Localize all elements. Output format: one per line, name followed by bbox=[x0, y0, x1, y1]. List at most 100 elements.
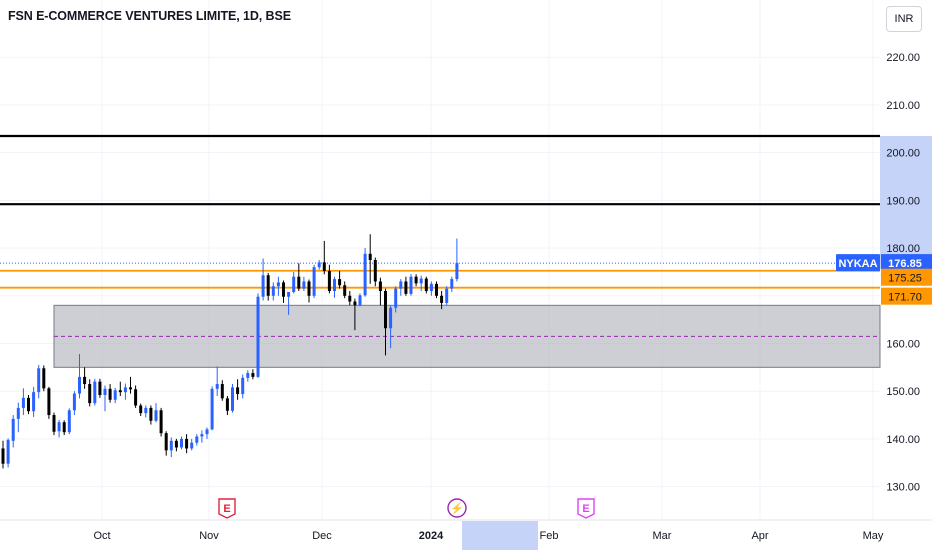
dividend-marker-icon[interactable]: ⚡ bbox=[447, 498, 467, 518]
time-axis-highlight bbox=[462, 521, 538, 550]
candle bbox=[11, 415, 15, 448]
candle bbox=[118, 381, 122, 396]
candle bbox=[220, 380, 224, 401]
candle bbox=[21, 388, 25, 416]
svg-text:175.25: 175.25 bbox=[888, 273, 922, 285]
candles bbox=[1, 234, 459, 469]
candle bbox=[1, 440, 5, 469]
x-tick-label: Apr bbox=[751, 530, 768, 542]
candle bbox=[57, 419, 61, 438]
candle bbox=[27, 395, 30, 415]
y-tick-label: 140.00 bbox=[886, 434, 920, 446]
symbol-title: FSN E-COMMERCE VENTURES LIMITE, 1D, BSE bbox=[8, 9, 291, 23]
x-tick-label: 2024 bbox=[419, 530, 444, 542]
consolidation-zone bbox=[53, 304, 881, 368]
candle bbox=[174, 438, 178, 452]
candle bbox=[404, 276, 408, 296]
candle bbox=[302, 276, 306, 292]
candle bbox=[292, 271, 296, 294]
time-axis: Oct Nov Dec 2024 Feb Mar Apr May bbox=[0, 519, 932, 550]
candle bbox=[312, 264, 316, 299]
candle bbox=[266, 272, 270, 301]
candle bbox=[241, 374, 245, 399]
candle bbox=[363, 248, 367, 297]
candle bbox=[440, 291, 444, 310]
earnings-future-marker-icon[interactable]: E bbox=[577, 498, 595, 519]
candle bbox=[103, 385, 107, 412]
earnings-marker-icon[interactable]: E bbox=[218, 498, 236, 519]
lower-level-badge: 171.70 bbox=[881, 287, 932, 305]
candle bbox=[333, 276, 336, 298]
candle bbox=[149, 405, 153, 425]
ticker-badge: NYKAA bbox=[836, 254, 880, 272]
candle bbox=[6, 438, 10, 468]
candle bbox=[261, 258, 265, 301]
candle bbox=[134, 385, 138, 408]
candle bbox=[256, 293, 260, 378]
last-price-badge: 176.85 bbox=[881, 254, 932, 272]
candle bbox=[62, 420, 66, 436]
event-marker-label: ⚡ bbox=[450, 502, 464, 515]
candle bbox=[246, 370, 250, 382]
candle bbox=[297, 263, 301, 292]
candle bbox=[67, 408, 71, 435]
candle bbox=[88, 379, 92, 407]
candle bbox=[322, 240, 326, 275]
candle bbox=[144, 405, 148, 418]
currency-button[interactable]: INR bbox=[886, 6, 922, 32]
candle bbox=[429, 281, 433, 296]
candle bbox=[139, 403, 143, 416]
candle bbox=[98, 378, 102, 398]
candle bbox=[368, 234, 372, 284]
x-tick-label: Mar bbox=[653, 530, 672, 542]
x-tick-label: May bbox=[863, 530, 884, 542]
candle bbox=[169, 437, 173, 458]
candle bbox=[399, 279, 403, 296]
candle bbox=[52, 412, 56, 436]
candle bbox=[373, 257, 377, 287]
svg-text:NYKAA: NYKAA bbox=[838, 258, 877, 270]
x-tick-label: Feb bbox=[540, 530, 559, 542]
y-tick-label: 130.00 bbox=[886, 482, 920, 494]
candle bbox=[180, 436, 183, 450]
candle bbox=[129, 376, 132, 394]
event-marker-label: E bbox=[582, 503, 589, 515]
horizontal-level-lines bbox=[0, 134, 880, 289]
price-axis-highlight bbox=[880, 135, 932, 270]
price-badges: NYKAA 176.85 175.25 171.70 bbox=[836, 254, 932, 305]
candle bbox=[37, 364, 41, 399]
grid-lines bbox=[0, 0, 880, 520]
y-tick-label: 200.00 bbox=[886, 148, 920, 160]
candle bbox=[164, 431, 168, 456]
candle bbox=[231, 384, 234, 413]
candle bbox=[159, 407, 163, 437]
candle bbox=[210, 386, 214, 431]
candle bbox=[32, 386, 36, 417]
candle bbox=[389, 305, 393, 349]
event-markers: E ⚡ E bbox=[218, 498, 595, 519]
y-tick-label: 150.00 bbox=[886, 386, 920, 398]
candle bbox=[307, 279, 311, 303]
svg-text:171.70: 171.70 bbox=[888, 292, 922, 304]
candle bbox=[348, 291, 352, 306]
candle bbox=[154, 403, 158, 423]
candle bbox=[93, 378, 97, 406]
price-axis: 130.00140.00150.00160.00170.00180.00190.… bbox=[880, 52, 932, 494]
event-marker-label: E bbox=[223, 503, 230, 515]
candle bbox=[47, 386, 51, 419]
candle bbox=[215, 366, 219, 396]
candle bbox=[317, 260, 321, 270]
candle bbox=[414, 274, 418, 287]
candle bbox=[327, 264, 331, 294]
candle bbox=[200, 430, 204, 443]
y-tick-label: 160.00 bbox=[886, 338, 920, 350]
candle bbox=[358, 293, 362, 307]
x-tick-label: Nov bbox=[199, 530, 219, 542]
candle bbox=[251, 369, 255, 380]
y-tick-label: 180.00 bbox=[886, 243, 920, 255]
candle bbox=[276, 276, 280, 296]
candle bbox=[185, 434, 189, 454]
candle bbox=[353, 298, 357, 331]
candle bbox=[384, 288, 387, 356]
